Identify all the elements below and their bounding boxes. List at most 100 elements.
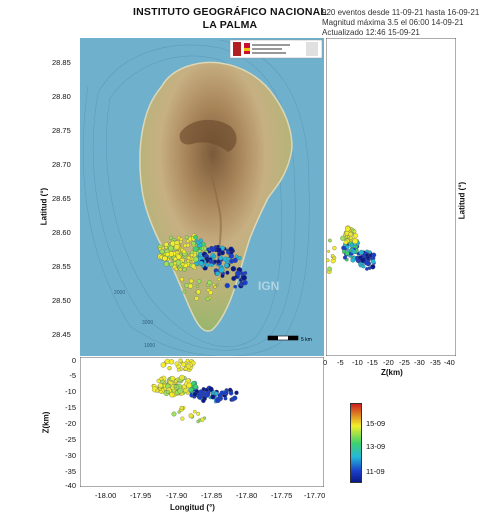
epicenter-dot bbox=[352, 238, 359, 244]
side-tick: -35 bbox=[430, 358, 441, 367]
ign-logo-icon bbox=[306, 42, 318, 56]
epicenter-dot bbox=[243, 271, 248, 275]
epicenter-dot bbox=[349, 243, 354, 248]
epicenter-dot bbox=[361, 264, 366, 269]
epicenter-dot bbox=[160, 362, 166, 368]
latitude-axis-label: Latitud (°) bbox=[39, 187, 49, 226]
epicenter-dot bbox=[358, 249, 364, 255]
epicenter-dot bbox=[179, 240, 183, 244]
bottom-z-axis-label: Z(km) bbox=[41, 411, 51, 434]
epicenter-dot bbox=[345, 226, 351, 232]
lat-tick: 28.45 bbox=[52, 330, 71, 339]
epicenter-dot bbox=[193, 256, 199, 262]
epicenter-dot bbox=[340, 235, 346, 241]
epicenter-dot bbox=[232, 395, 238, 401]
contour-label: 1000 bbox=[144, 343, 155, 349]
epicenter-dot bbox=[224, 282, 230, 289]
epicenter-dot bbox=[231, 276, 237, 281]
flag-icon bbox=[244, 43, 250, 48]
region-title: LA PALMA bbox=[202, 19, 258, 31]
updated-time: Actualizado 12:46 15-09-21 bbox=[322, 28, 420, 37]
epicenter-dot bbox=[173, 256, 178, 261]
epicenter-dot bbox=[232, 257, 238, 263]
epicenter-dot bbox=[177, 410, 181, 414]
epicenter-dot bbox=[209, 246, 216, 253]
epicenter-dot bbox=[201, 398, 206, 404]
epicenter-dot bbox=[332, 245, 337, 251]
side-tick: -25 bbox=[399, 358, 410, 367]
epicenter-dot bbox=[179, 277, 184, 282]
institute-title: INSTITUTO GEOGRÁFICO NACIONAL bbox=[132, 6, 328, 18]
epicenter-dot bbox=[206, 288, 211, 292]
epicenter-dot bbox=[228, 391, 234, 396]
lon-tick: -17.80 bbox=[236, 491, 258, 500]
max-magnitude: Magnitud máxima 3.5 el 06:00 14-09-21 bbox=[322, 18, 464, 27]
epicenter-dot bbox=[165, 252, 170, 257]
lat-tick: 28.60 bbox=[52, 228, 71, 237]
epicenter-dot bbox=[213, 285, 217, 289]
bottom-tick: -40 bbox=[65, 481, 76, 490]
epicenter-dot bbox=[183, 387, 189, 393]
epicenter-dot bbox=[188, 283, 193, 289]
epicenter-dot bbox=[193, 384, 198, 390]
depth-latitude-panel bbox=[326, 38, 456, 356]
epicenter-dot bbox=[355, 258, 360, 263]
lon-tick: -17.95 bbox=[130, 491, 152, 500]
epicenter-dot bbox=[368, 250, 372, 254]
epicenter-dot bbox=[239, 282, 243, 287]
bottom-tick: -35 bbox=[65, 467, 76, 476]
date-colorbar bbox=[350, 403, 362, 483]
epicenter-dot bbox=[233, 284, 238, 289]
epicenter-dot bbox=[228, 246, 234, 253]
epicenter-dot bbox=[327, 249, 331, 253]
epicenter-dot bbox=[182, 267, 187, 272]
epicenter-dot bbox=[235, 270, 241, 277]
epicenter-dot bbox=[192, 391, 198, 397]
epicenter-dot bbox=[195, 284, 200, 288]
epicenter-dot bbox=[241, 274, 247, 281]
epicenter-dot bbox=[344, 251, 350, 256]
epicenter-dot bbox=[189, 253, 194, 257]
epicenter-dot bbox=[206, 247, 210, 252]
epicenter-dot bbox=[171, 411, 177, 417]
side-tick: -30 bbox=[414, 358, 425, 367]
epicenter-dot bbox=[365, 253, 369, 257]
epicenter-dot bbox=[217, 277, 221, 281]
ign-watermark: IGN bbox=[258, 279, 279, 293]
epicenter-dot bbox=[327, 266, 332, 272]
epicenter-dot bbox=[196, 419, 200, 424]
epicenter-dot bbox=[163, 242, 169, 247]
longitude-axis-label: Longitud (°) bbox=[170, 503, 215, 512]
lon-tick: -18.00 bbox=[95, 491, 117, 500]
epicenter-dot bbox=[210, 394, 216, 400]
epicenter-dot bbox=[343, 240, 349, 245]
side-tick: -15 bbox=[367, 358, 378, 367]
epicenter-dot bbox=[185, 358, 190, 363]
epicenter-dot bbox=[180, 416, 185, 421]
depth-lon-points bbox=[151, 358, 239, 424]
epicenter-dot bbox=[176, 367, 181, 372]
epicenter-dot bbox=[353, 233, 359, 239]
coat-of-arms-icon bbox=[233, 42, 241, 56]
epicenter-dot bbox=[371, 252, 377, 258]
epicenter-dot bbox=[230, 266, 237, 272]
epicenter-dot bbox=[159, 376, 164, 381]
epicenter-dot bbox=[170, 375, 176, 381]
epicenter-dot bbox=[167, 365, 172, 371]
bottom-tick: -30 bbox=[65, 451, 76, 460]
epicenter-dot bbox=[205, 263, 210, 268]
bottom-tick: -20 bbox=[65, 419, 76, 428]
epicenter-dot bbox=[192, 246, 199, 252]
epicenter-dot bbox=[234, 254, 239, 259]
lon-tick: -17.70 bbox=[304, 491, 326, 500]
epicenter-dot bbox=[194, 296, 199, 301]
epicenter-dot bbox=[215, 271, 220, 276]
epicenter-dot bbox=[169, 392, 175, 398]
bottom-tick: 0 bbox=[71, 356, 76, 365]
epicenter-dot bbox=[204, 387, 209, 392]
epicenter-dot bbox=[205, 296, 210, 301]
epicenter-dot bbox=[189, 278, 194, 284]
epicenter-dot bbox=[215, 247, 222, 254]
epicenter-dot bbox=[326, 258, 330, 263]
epicenter-dot bbox=[178, 267, 183, 272]
